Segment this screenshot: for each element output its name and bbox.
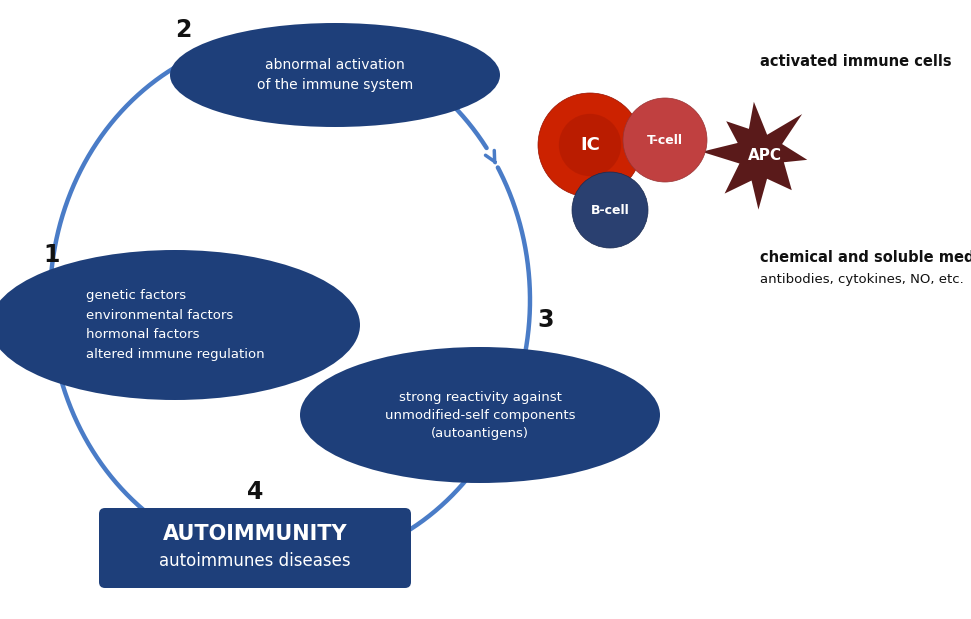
Circle shape: [558, 114, 621, 176]
FancyBboxPatch shape: [99, 508, 411, 588]
Circle shape: [572, 172, 648, 248]
Text: AUTOIMMUNITY: AUTOIMMUNITY: [163, 524, 348, 544]
Text: genetic factors
environmental factors
hormonal factors
altered immune regulation: genetic factors environmental factors ho…: [85, 289, 264, 361]
Text: B-cell: B-cell: [590, 204, 629, 217]
Text: IC: IC: [580, 136, 600, 154]
Text: abnormal activation
of the immune system: abnormal activation of the immune system: [257, 58, 413, 92]
Circle shape: [538, 93, 642, 197]
Ellipse shape: [0, 250, 360, 400]
Text: antibodies, cytokines, NO, etc.: antibodies, cytokines, NO, etc.: [760, 274, 964, 287]
Text: 4: 4: [247, 480, 263, 504]
Text: strong reactivity against
unmodified-self components
(autoantigens): strong reactivity against unmodified-sel…: [385, 391, 575, 439]
Text: APC: APC: [748, 147, 782, 163]
Text: 1: 1: [44, 243, 60, 267]
Ellipse shape: [300, 347, 660, 483]
Polygon shape: [702, 102, 807, 210]
Text: chemical and soluble mediators: chemical and soluble mediators: [760, 251, 971, 266]
Text: 2: 2: [175, 18, 191, 42]
Text: T-cell: T-cell: [647, 134, 683, 147]
Circle shape: [623, 98, 707, 182]
Text: 3: 3: [538, 308, 554, 332]
Text: autoimmunes diseases: autoimmunes diseases: [159, 552, 351, 570]
Text: activated immune cells: activated immune cells: [760, 54, 952, 69]
Ellipse shape: [170, 23, 500, 127]
